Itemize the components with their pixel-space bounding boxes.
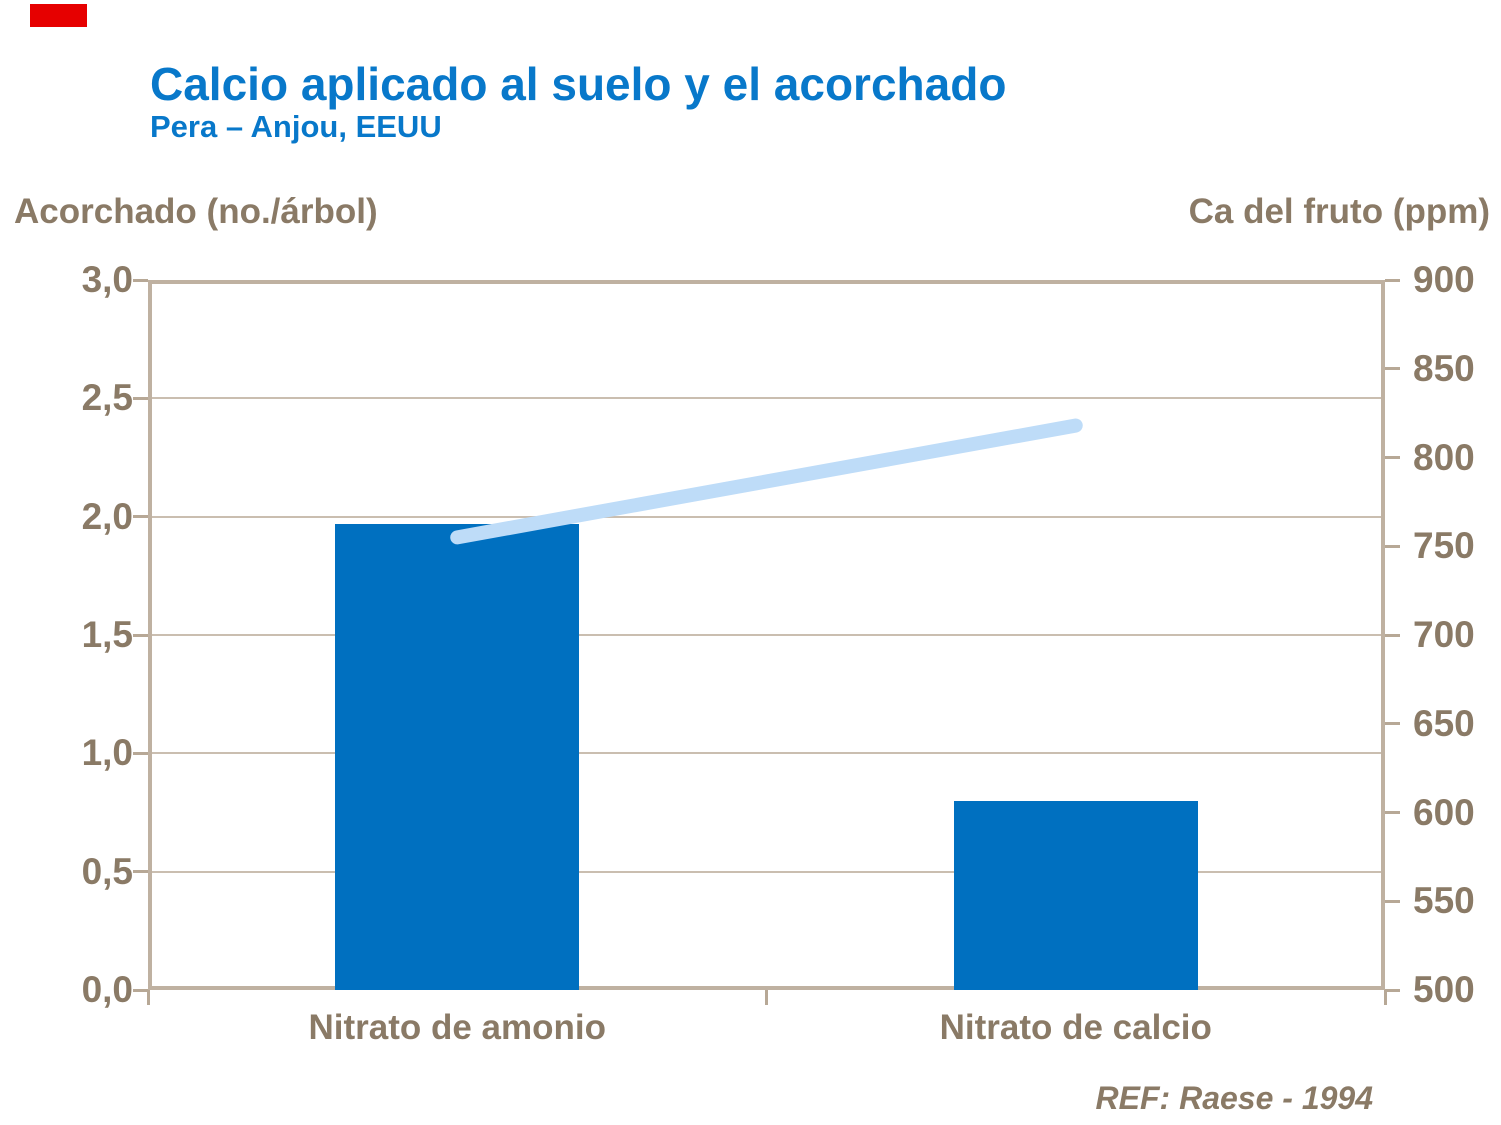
left-axis-tick-label: 2,5 bbox=[81, 377, 133, 419]
reference-citation: REF: Raese - 1994 bbox=[1095, 1080, 1373, 1116]
x-axis-tick-mark bbox=[765, 990, 768, 1005]
left-axis-tick-label: 1,0 bbox=[81, 732, 133, 774]
bar-nitrato-de-calcio bbox=[953, 800, 1198, 990]
left-axis-tick-mark bbox=[133, 278, 148, 282]
chart-subtitle: Pera – Anjou, EEUU bbox=[150, 109, 442, 144]
left-axis-tick-label: 0,5 bbox=[81, 850, 133, 892]
chart-title: Calcio aplicado al suelo y el acorchado bbox=[150, 58, 1007, 110]
right-axis-title: Ca del fruto (ppm) bbox=[1188, 192, 1490, 231]
right-axis-tick-label: 700 bbox=[1413, 614, 1475, 655]
gridline bbox=[152, 870, 1381, 873]
right-axis-tick-mark bbox=[1385, 456, 1400, 459]
category-label: Nitrato de calcio bbox=[939, 1008, 1212, 1047]
right-axis-tick-mark bbox=[1385, 367, 1400, 371]
left-axis-tick-mark bbox=[133, 396, 148, 400]
left-axis-tick-label: 1,5 bbox=[81, 614, 133, 655]
right-axis-tick-label: 900 bbox=[1413, 259, 1475, 300]
gridline bbox=[152, 752, 1381, 755]
left-axis-tick-label: 2,0 bbox=[81, 495, 133, 537]
right-axis-tick-mark bbox=[1385, 722, 1400, 726]
left-axis-tick-label: 0,0 bbox=[81, 969, 133, 1010]
plot-area bbox=[148, 280, 1385, 990]
left-axis-tick-mark bbox=[133, 633, 148, 637]
category-label: Nitrato de amonio bbox=[308, 1008, 607, 1047]
right-axis-tick-mark bbox=[1385, 633, 1400, 637]
gridline bbox=[152, 397, 1381, 400]
right-axis-tick-mark bbox=[1385, 544, 1400, 548]
left-axis-tick-mark bbox=[133, 988, 148, 992]
gridline bbox=[152, 515, 1381, 518]
right-axis-tick-label: 750 bbox=[1413, 525, 1475, 567]
left-axis-title: Acorchado (no./árbol) bbox=[14, 192, 378, 231]
gridline bbox=[152, 634, 1381, 636]
x-axis-tick-mark bbox=[146, 990, 150, 1005]
right-axis-tick-label: 600 bbox=[1413, 791, 1475, 833]
left-axis-tick-label: 3,0 bbox=[81, 259, 133, 300]
x-axis-tick-mark bbox=[1383, 990, 1387, 1005]
right-axis-tick-mark bbox=[1385, 988, 1400, 992]
bar-nitrato-de-amonio bbox=[335, 523, 580, 990]
left-axis-tick-mark bbox=[133, 751, 148, 755]
right-axis-tick-label: 550 bbox=[1413, 880, 1475, 922]
right-axis-tick-label: 850 bbox=[1413, 347, 1475, 389]
left-axis-tick-mark bbox=[133, 515, 148, 519]
left-axis-tick-mark bbox=[133, 870, 148, 874]
red-accent-block bbox=[30, 4, 87, 27]
right-axis-tick-label: 500 bbox=[1413, 969, 1475, 1010]
right-axis-tick-label: 650 bbox=[1413, 702, 1475, 744]
right-axis-tick-mark bbox=[1385, 811, 1400, 814]
right-axis-tick-mark bbox=[1385, 278, 1400, 282]
right-axis-tick-mark bbox=[1385, 899, 1400, 903]
right-axis-tick-label: 800 bbox=[1413, 436, 1475, 478]
